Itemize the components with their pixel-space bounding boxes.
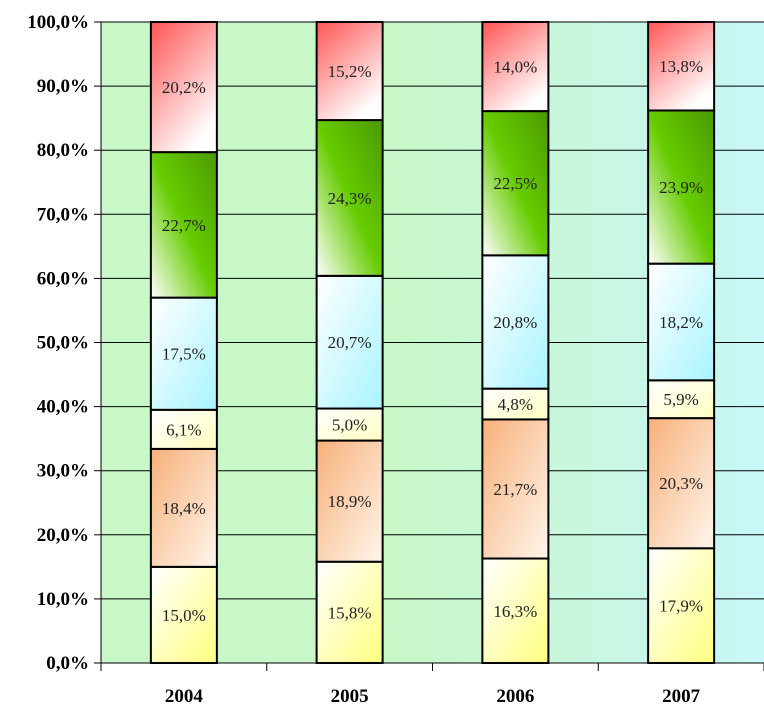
y-axis-ticks: 0,0% 10,0% 20,0% 30,0% 40,0% 50,0% 60,0% 70,0% 8… bbox=[27, 12, 101, 674]
y-tick-label: 0,0% bbox=[46, 653, 89, 674]
x-axis-ticks: 2004 2005 2006 2007 bbox=[100, 663, 764, 707]
y-tick-label: 80,0% bbox=[37, 140, 89, 161]
bar-segment-2007-6 bbox=[647, 21, 716, 112]
bar-segment-2007-1 bbox=[647, 547, 716, 664]
data-label: 20,7% bbox=[328, 333, 372, 352]
bar-segment-2004-1 bbox=[149, 565, 218, 664]
y-tick-label: 50,0% bbox=[37, 333, 89, 354]
bar-segment-2006-4 bbox=[481, 254, 550, 390]
data-label: 5,9% bbox=[663, 390, 698, 409]
bar-segment-2006-6 bbox=[481, 21, 550, 113]
data-label: 4,8% bbox=[498, 395, 533, 414]
data-label: 24,3% bbox=[328, 189, 372, 208]
data-label: 18,2% bbox=[659, 313, 703, 332]
y-tick-label: 100,0% bbox=[27, 12, 89, 33]
bar-segment-2005-2 bbox=[315, 439, 384, 563]
data-label: 22,7% bbox=[162, 216, 206, 235]
y-tick-label: 60,0% bbox=[37, 268, 89, 289]
y-tick-label: 70,0% bbox=[37, 204, 89, 225]
data-label: 23,9% bbox=[659, 178, 703, 197]
bar-segment-2006-3 bbox=[481, 387, 550, 421]
data-label: 22,5% bbox=[493, 174, 537, 193]
data-label: 20,2% bbox=[162, 78, 206, 97]
bar-segment-2005-1 bbox=[315, 560, 384, 664]
x-tick-label-2004: 2004 bbox=[165, 686, 204, 707]
data-label: 17,5% bbox=[162, 345, 206, 364]
bar-segment-2006-5 bbox=[481, 110, 550, 257]
bar-segment-2007-5 bbox=[647, 109, 716, 265]
data-label: 18,9% bbox=[328, 492, 372, 511]
bar-segment-2007-4 bbox=[647, 262, 716, 382]
data-label: 15,0% bbox=[162, 606, 206, 625]
bar-segment-2005-4 bbox=[315, 274, 384, 410]
data-label: 18,4% bbox=[162, 499, 206, 518]
data-label: 15,2% bbox=[328, 62, 372, 81]
y-tick-label: 30,0% bbox=[37, 461, 89, 482]
data-label: 14,0% bbox=[493, 58, 537, 77]
bar-segment-2007-2 bbox=[647, 417, 716, 550]
bar-segment-2007-3 bbox=[647, 379, 716, 420]
data-label: 5,0% bbox=[332, 416, 367, 435]
data-label: 16,3% bbox=[493, 602, 537, 621]
x-tick-label-2006: 2006 bbox=[496, 686, 534, 707]
y-tick-label: 20,0% bbox=[37, 525, 89, 546]
bars-group: 15,0% 18,4% 6,1% 17,5% 22,7% 20,2% 15,8% 18,9% 5… bbox=[149, 21, 716, 665]
x-tick-label-2005: 2005 bbox=[331, 686, 369, 707]
bar-segment-2005-6 bbox=[315, 21, 384, 122]
y-tick-label: 10,0% bbox=[37, 589, 89, 610]
data-label: 20,3% bbox=[659, 474, 703, 493]
data-label: 6,1% bbox=[166, 420, 201, 439]
data-label: 17,9% bbox=[659, 597, 703, 616]
data-label: 21,7% bbox=[493, 480, 537, 499]
x-tick-label-2007: 2007 bbox=[662, 686, 701, 707]
data-label: 15,8% bbox=[328, 603, 372, 622]
y-tick-label: 40,0% bbox=[37, 397, 89, 418]
data-label: 13,8% bbox=[659, 57, 703, 76]
y-tick-label: 90,0% bbox=[37, 76, 89, 97]
bar-segment-2004-6 bbox=[149, 21, 218, 154]
data-label: 20,8% bbox=[493, 313, 537, 332]
